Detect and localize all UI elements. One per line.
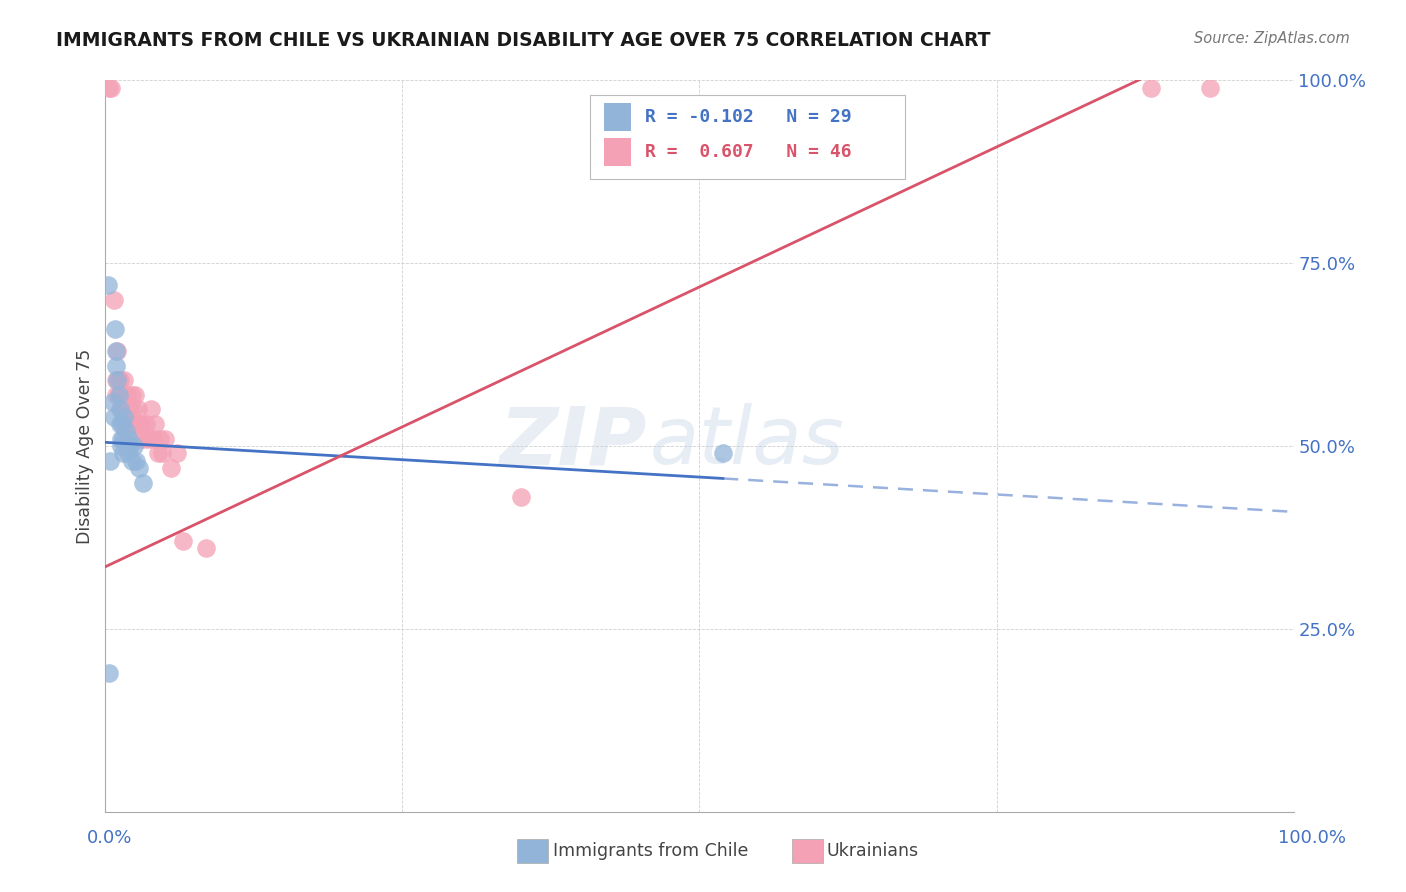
Point: [98, 665, 121, 680]
FancyBboxPatch shape: [591, 95, 905, 179]
Point: [128, 461, 150, 475]
Point: [108, 402, 131, 417]
Point: [104, 322, 127, 336]
Point: [112, 417, 135, 431]
Point: [105, 359, 128, 373]
Point: [98, 453, 121, 467]
Point: [711, 446, 734, 460]
Point: [121, 402, 143, 417]
Point: [125, 417, 148, 431]
Point: [172, 534, 194, 549]
FancyBboxPatch shape: [605, 138, 630, 166]
Point: [142, 432, 165, 446]
Point: [152, 446, 174, 460]
Point: [110, 402, 132, 417]
Point: [103, 409, 125, 424]
Point: [132, 432, 155, 446]
Point: [125, 453, 148, 467]
Point: [149, 432, 172, 446]
Point: [117, 402, 139, 417]
Point: [108, 388, 131, 402]
Point: [143, 417, 166, 431]
Text: 0.0%: 0.0%: [87, 829, 132, 847]
Point: [101, 395, 124, 409]
Point: [146, 446, 169, 460]
Point: [132, 475, 155, 490]
Point: [107, 388, 129, 402]
Point: [105, 373, 128, 387]
Text: Immigrants from Chile: Immigrants from Chile: [553, 842, 748, 860]
Point: [159, 461, 181, 475]
Point: [110, 432, 132, 446]
Point: [107, 373, 129, 387]
Point: [129, 417, 152, 431]
Point: [120, 439, 142, 453]
Point: [111, 417, 134, 431]
Point: [1140, 80, 1163, 95]
Point: [100, 80, 122, 95]
Point: [108, 373, 131, 387]
Point: [166, 446, 188, 460]
Point: [1199, 80, 1222, 95]
FancyBboxPatch shape: [605, 103, 630, 131]
Point: [118, 432, 141, 446]
Point: [127, 402, 149, 417]
Text: atlas: atlas: [650, 403, 845, 482]
Point: [107, 388, 129, 402]
Point: [105, 373, 128, 387]
Point: [128, 432, 150, 446]
Point: [122, 439, 145, 453]
Point: [122, 417, 145, 431]
Point: [510, 490, 533, 504]
Point: [129, 417, 152, 431]
Point: [97, 278, 120, 293]
Text: R =  0.607   N = 46: R = 0.607 N = 46: [645, 143, 852, 161]
Point: [114, 402, 136, 417]
Text: IMMIGRANTS FROM CHILE VS UKRAINIAN DISABILITY AGE OVER 75 CORRELATION CHART: IMMIGRANTS FROM CHILE VS UKRAINIAN DISAB…: [56, 31, 991, 50]
Point: [114, 373, 136, 387]
Point: [136, 432, 159, 446]
Point: [121, 388, 143, 402]
Point: [195, 541, 218, 556]
Point: [115, 439, 138, 453]
Point: [120, 417, 142, 431]
Point: [112, 446, 135, 460]
Text: Ukrainians: Ukrainians: [827, 842, 920, 860]
Point: [98, 80, 121, 95]
Point: [114, 409, 136, 424]
Point: [114, 425, 136, 439]
Point: [112, 432, 135, 446]
Point: [124, 388, 146, 402]
Point: [105, 343, 128, 358]
Text: 100.0%: 100.0%: [1278, 829, 1346, 847]
Point: [111, 388, 134, 402]
Text: ZIP: ZIP: [499, 403, 645, 482]
Point: [110, 439, 132, 453]
Point: [108, 417, 131, 431]
Point: [121, 453, 143, 467]
Point: [135, 417, 157, 431]
Point: [105, 388, 128, 402]
Point: [105, 343, 128, 358]
Point: [115, 388, 138, 402]
Point: [112, 402, 135, 417]
Point: [103, 293, 125, 307]
Point: [153, 432, 176, 446]
Point: [118, 402, 141, 417]
Point: [117, 446, 139, 460]
Y-axis label: Disability Age Over 75: Disability Age Over 75: [76, 349, 94, 543]
Text: R = -0.102   N = 29: R = -0.102 N = 29: [645, 108, 852, 126]
Text: Source: ZipAtlas.com: Source: ZipAtlas.com: [1194, 31, 1350, 46]
Point: [139, 402, 162, 417]
